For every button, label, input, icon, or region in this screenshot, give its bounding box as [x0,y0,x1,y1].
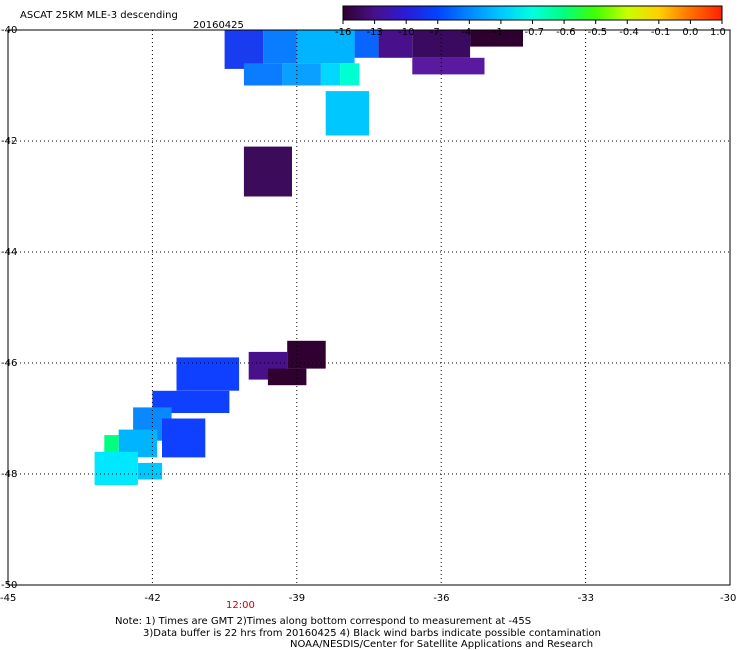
colorbar-tick-label: -0.4 [619,27,639,38]
longitude-label: -45 [0,593,17,604]
colorbar-tick-label: -10 [398,27,415,38]
colorbar-tick-label: -4 [461,27,472,38]
wind-cell [263,30,297,64]
wind-cell [296,30,355,64]
wind-cell [152,390,230,413]
latitude-label: -40 [1,25,18,36]
wind-cell [320,63,341,86]
latitude-label: -50 [1,580,18,591]
colorbar-tick-label: -13 [366,27,383,38]
wind-cell [224,30,264,69]
longitude-label: -39 [288,593,306,604]
latitude-label: -48 [1,469,18,480]
latitude-label: -42 [1,136,18,147]
wind-cell [287,340,326,369]
product-date: 20160425 [193,20,244,31]
colorbar-tick-label: -1 [492,27,503,38]
longitude-label: -30 [720,593,737,604]
longitude-label: -33 [577,593,594,604]
wind-cell [412,57,485,75]
latitude-label: -46 [1,358,18,369]
wind-cell [162,418,206,458]
wind-cells [94,30,523,486]
wind-cell [340,63,360,86]
wind-cell [243,63,283,86]
wind-cell [94,451,138,486]
colorbar-tick-label: 0.0 [682,27,699,38]
wind-cell [354,30,379,58]
wind-cell [176,357,240,391]
colorbar [342,5,723,24]
colorbar-tick-label: -7 [429,27,440,38]
wind-cell [138,462,163,480]
wind-cell [378,30,413,58]
map-frame [7,29,731,586]
note-line-2: 3)Data buffer is 22 hrs from 20160425 4)… [143,628,601,639]
wind-cell [104,435,119,458]
note-line-1: Note: 1) Times are GMT 2)Times along bot… [115,616,532,627]
colorbar-gradient [342,5,723,21]
note-line-3: NOAA/NESDIS/Center for Satellite Applica… [290,639,594,650]
colorbar-tick-label: -0.5 [587,27,608,38]
wind-cell [470,30,523,47]
wind-cell [282,63,321,86]
product-title: ASCAT 25KM MLE-3 descending [20,10,178,21]
colorbar-tick-label: 1.0 [710,27,726,38]
longitude-label: -42 [144,593,161,604]
latitude-label: -44 [1,247,18,258]
colorbar-tick-label: -0.6 [556,27,576,38]
colorbar-tick-label: -0.7 [524,27,545,38]
wind-cell [267,368,307,386]
longitude-label: -36 [433,593,450,604]
time-label: 12:00 [226,600,255,611]
colorbar-tick-label: -16 [335,27,352,38]
wind-cell [243,146,292,197]
colorbar-tick-label: -0.1 [650,27,671,38]
wind-cell [325,91,369,136]
